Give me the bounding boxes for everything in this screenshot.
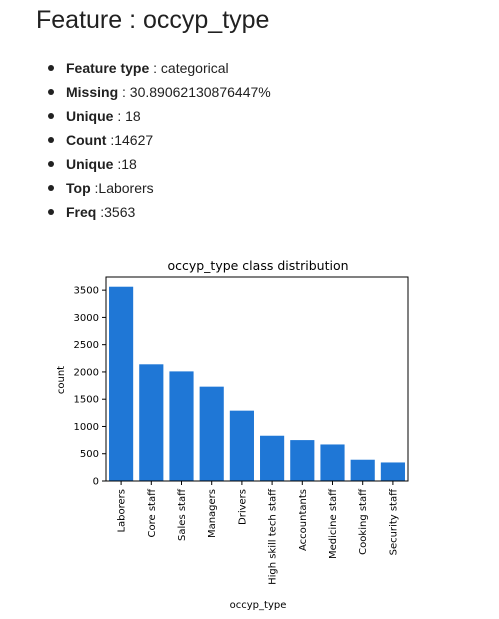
y-tick-label: 2500 [74,340,99,351]
bullet-icon [48,137,54,143]
bar-core-staff [139,364,164,481]
bullet-icon [48,65,54,71]
bullet-icon [48,161,54,167]
x-tick-label: High skill tech staff [268,488,279,585]
list-item: Count :14627 [48,128,271,152]
stat-value: 14627 [114,132,154,148]
stat-key: Count [66,132,107,148]
bar-security-staff [380,462,405,481]
y-axis: 0 500 1000 1500 2000 2500 3000 3500 [74,286,106,488]
y-tick-label: 2000 [74,367,99,378]
stat-value: 18 [121,156,137,172]
list-item: Unique : 18 [48,104,271,128]
bar-managers [199,386,224,481]
x-tick-label: Medicine staff [328,488,339,559]
stat-separator: : [149,60,161,76]
plot-frame [105,276,409,482]
bars-group [109,286,405,481]
x-tick-label: Accountants [298,489,309,551]
bar-sales-staff [169,371,194,481]
chart-title: occyp_type class distribution [167,258,348,273]
stat-key: Freq [66,204,97,220]
stat-key: Unique [66,108,114,124]
y-tick-label: 1000 [74,422,99,433]
y-axis-label: count [56,366,67,394]
stat-value: 3563 [104,204,136,220]
stat-value: Laborers [98,180,154,196]
page-title: Feature : occyp_type [36,6,270,34]
list-item: Unique :18 [48,152,271,176]
stat-value: 18 [125,108,141,124]
list-item: Feature type : categorical [48,56,271,80]
bar-chart: occyp_type class distribution count occy… [56,258,409,611]
stat-separator: : [113,156,122,172]
x-axis: Laborers Core staff Sales staff Managers Dri… [117,481,399,585]
stat-separator: : [113,108,126,124]
stat-separator: : [96,204,105,220]
bullet-icon [48,113,54,119]
bullet-icon [48,89,54,95]
bar-high-skill-tech-staff [260,435,285,481]
y-tick-label: 1500 [74,395,99,406]
y-tick-label: 0 [93,477,99,488]
x-tick-label: Core staff [147,488,158,538]
stat-key: Unique [66,156,114,172]
stat-separator: : [118,84,130,100]
feature-stats-list: Feature type : categorical Missing : 30.… [48,56,271,224]
y-tick-label: 500 [80,449,99,460]
x-tick-label: Managers [207,489,218,538]
bar-drivers [229,410,254,481]
y-tick-label: 3000 [74,313,99,324]
stat-key: Top [66,180,91,196]
x-tick-label: Cooking staff [358,488,369,555]
stat-separator: : [90,180,99,196]
y-tick-label: 3500 [74,286,99,297]
stat-value: 30.89062130876447% [129,84,271,100]
x-tick-label: Sales staff [177,488,188,541]
stat-key: Missing [66,84,119,100]
x-tick-label: Drivers [237,489,248,525]
list-item: Freq :3563 [48,200,271,224]
bar-accountants [290,440,315,481]
bullet-icon [48,209,54,215]
x-axis-label: occyp_type [230,600,287,611]
bar-cooking-staff [350,459,375,481]
bar-laborers [109,286,134,481]
list-item: Missing : 30.89062130876447% [48,80,271,104]
bullet-icon [48,185,54,191]
stat-separator: : [106,132,115,148]
x-tick-label: Laborers [117,489,128,533]
bar-medicine-staff [320,444,345,481]
x-tick-label: Security staff [388,488,399,556]
stat-key: Feature type [66,60,150,76]
list-item: Top :Laborers [48,176,271,200]
stat-value: categorical [160,60,229,76]
